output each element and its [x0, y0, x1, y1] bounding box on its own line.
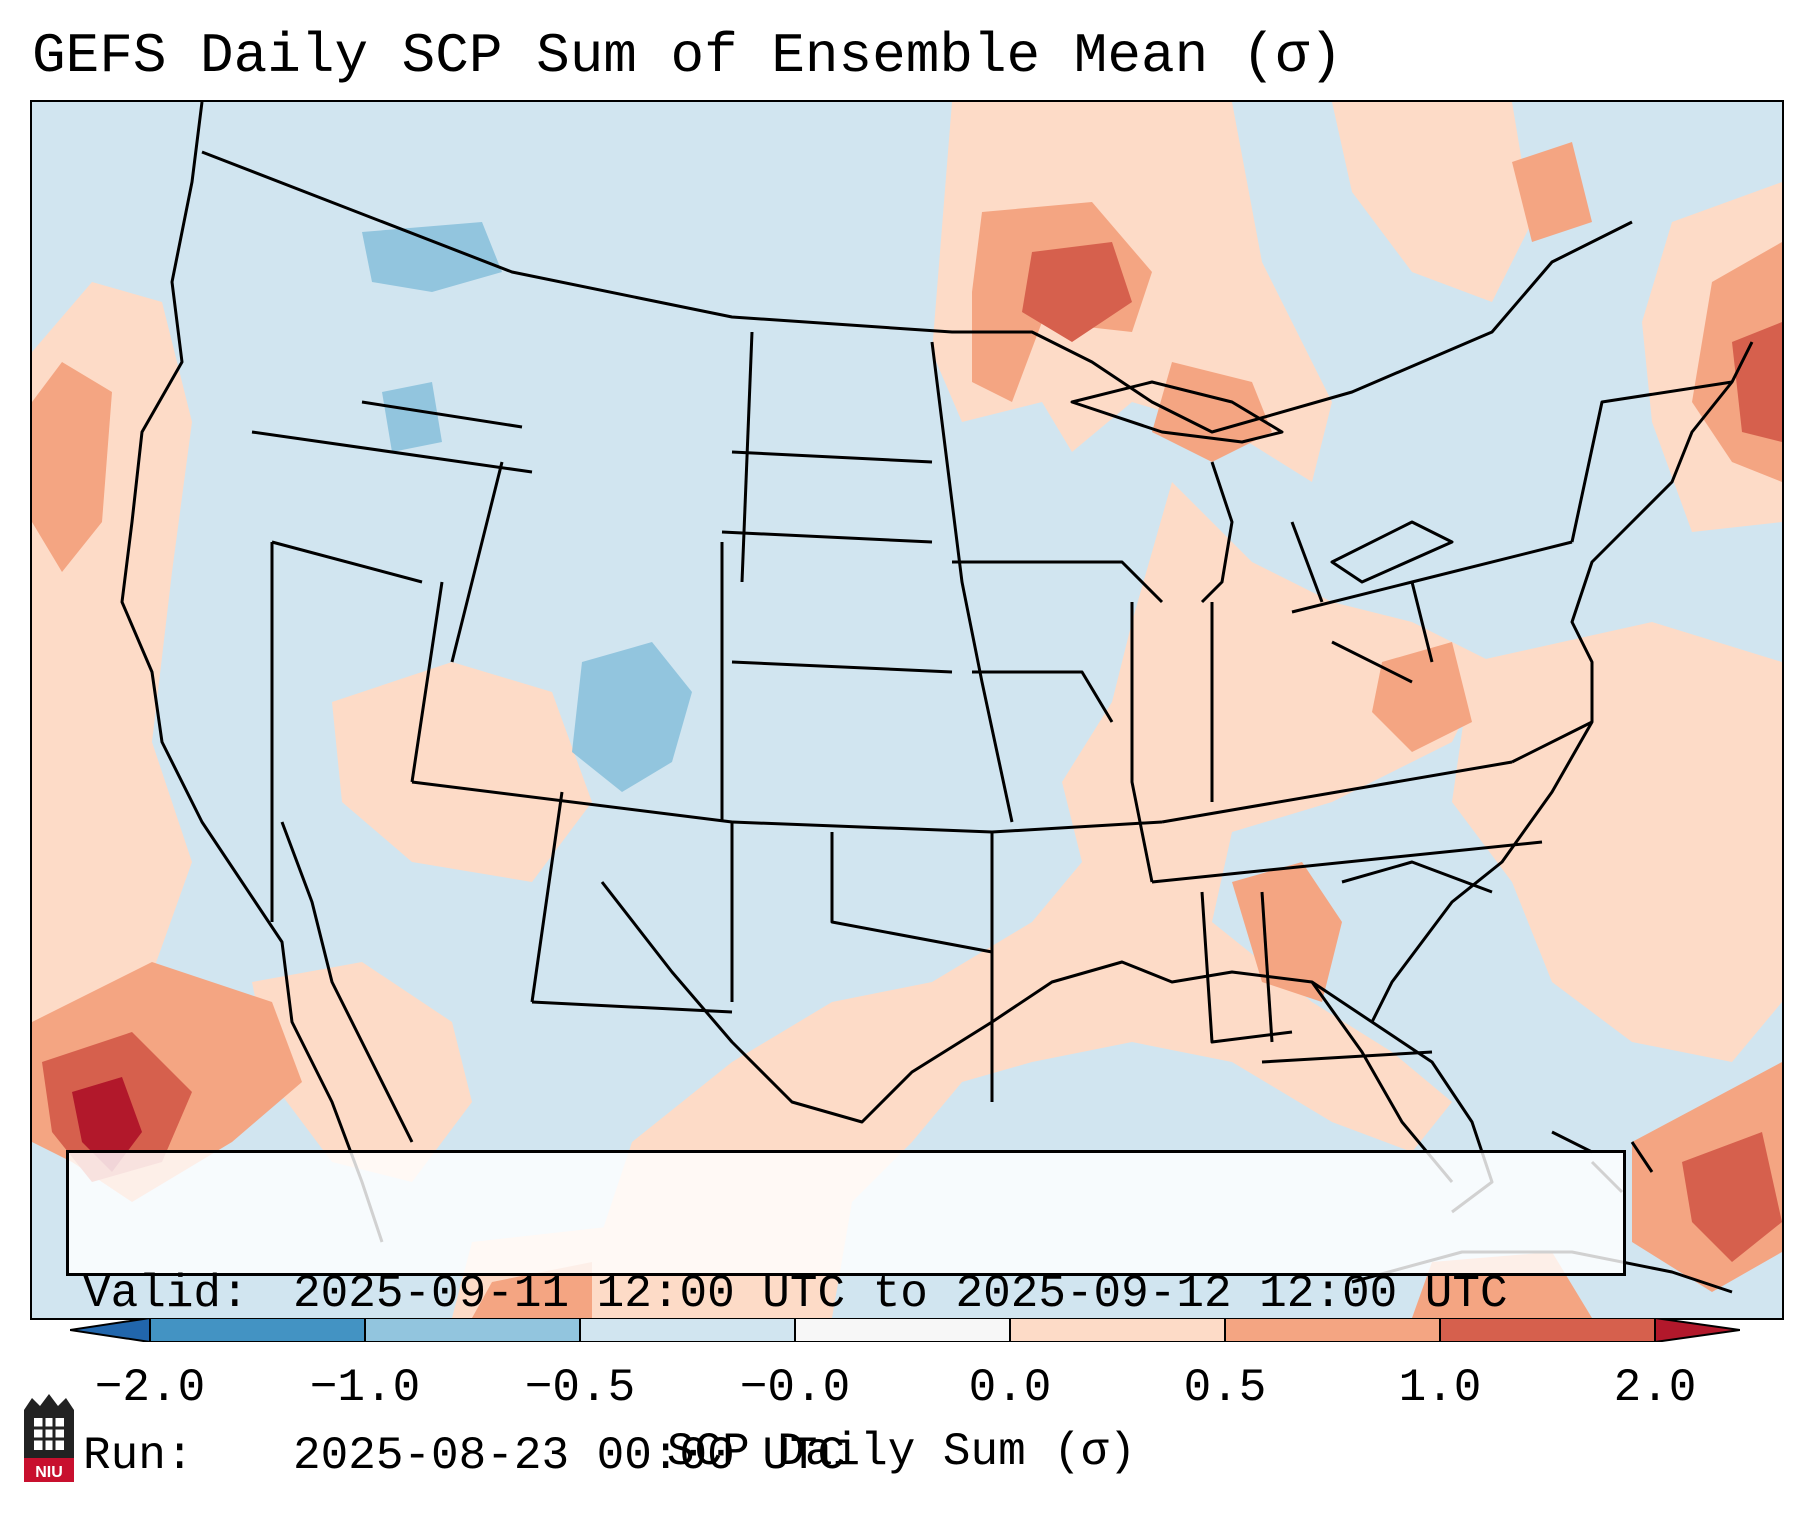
canada-border: [201, 150, 1633, 434]
scp-anomaly-field: [32, 102, 1782, 1318]
anomaly-area: [72, 1077, 142, 1172]
colorbar-segment: [795, 1318, 1010, 1342]
valid-value: 2025-09-11 12:00 UTC to 2025-09-12 12:00…: [293, 1268, 1508, 1320]
tick-label: −0.0: [739, 1362, 851, 1414]
logo-text: NIU: [35, 1464, 63, 1481]
anomaly-area: [1152, 362, 1272, 462]
lake-superior: [1070, 380, 1284, 444]
gulf-coast: [600, 881, 1494, 1214]
run-value: 2025-08-23 00:00 UTC: [293, 1430, 846, 1482]
niu-logo: NIU: [24, 1394, 74, 1482]
tick-label: −0.5: [524, 1362, 636, 1414]
anomaly-area: [1332, 102, 1532, 302]
anomaly-area: [1732, 322, 1782, 442]
colorbar: [70, 1318, 1740, 1342]
colorbar-segment: [1440, 1318, 1655, 1342]
anomaly-area: [1682, 1132, 1782, 1262]
lake-erie: [1330, 520, 1454, 584]
lake-michigan: [1200, 461, 1234, 604]
colorbar-segment: [580, 1318, 795, 1342]
chart-title: GEFS Daily SCP Sum of Ensemble Mean (σ): [32, 24, 1343, 88]
colorbar-extend-low: [70, 1318, 150, 1342]
colorbar-segment: [1225, 1318, 1440, 1342]
anomaly-area: [362, 222, 502, 292]
colorbar-segment: [1010, 1318, 1225, 1342]
anomaly-area: [252, 962, 472, 1182]
run-row: Run: 2025-08-23 00:00 UTC: [83, 1429, 1609, 1483]
anomaly-area: [1452, 622, 1782, 1062]
anomaly-area: [1372, 642, 1472, 752]
atlantic-coast: [1370, 341, 1754, 1023]
map-panel: [30, 100, 1784, 1320]
anomaly-area: [1512, 142, 1592, 242]
tick-label: −1.0: [309, 1362, 421, 1414]
valid-row: Valid: 2025-09-11 12:00 UTC to 2025-09-1…: [83, 1267, 1609, 1321]
tick-label: 1.0: [1398, 1362, 1482, 1414]
anomaly-area: [572, 642, 692, 792]
tick-label: 0.0: [968, 1362, 1052, 1414]
colorbar-extend-high: [1655, 1318, 1740, 1342]
anomaly-area: [1232, 862, 1342, 1002]
tick-label: 0.5: [1183, 1362, 1267, 1414]
colorbar-label: SCP Daily Sum (σ): [666, 1426, 1137, 1478]
colorbar-segment: [150, 1318, 365, 1342]
scp-map: [32, 102, 1782, 1318]
colorbar-tick-labels: −2.0 −1.0 −0.5 −0.0 0.0 0.5 1.0 2.0: [0, 1360, 1803, 1420]
anomaly-area: [1022, 242, 1132, 342]
colorbar-ticks: [149, 1318, 1656, 1342]
valid-label: Valid:: [83, 1268, 249, 1320]
anomaly-area: [382, 382, 442, 452]
baja-peninsula: [280, 821, 414, 1143]
anomaly-area: [332, 662, 592, 882]
tick-label: 2.0: [1613, 1362, 1697, 1414]
coastline-west: [120, 102, 384, 1243]
anomaly-area: [32, 362, 112, 572]
anomaly-area: [472, 1262, 592, 1318]
colorbar-segment: [365, 1318, 580, 1342]
tick-label: −2.0: [94, 1362, 206, 1414]
run-label: Run:: [83, 1430, 194, 1482]
logo-band: [24, 1458, 74, 1482]
validity-info-box: Valid: 2025-09-11 12:00 UTC to 2025-09-1…: [66, 1150, 1626, 1482]
